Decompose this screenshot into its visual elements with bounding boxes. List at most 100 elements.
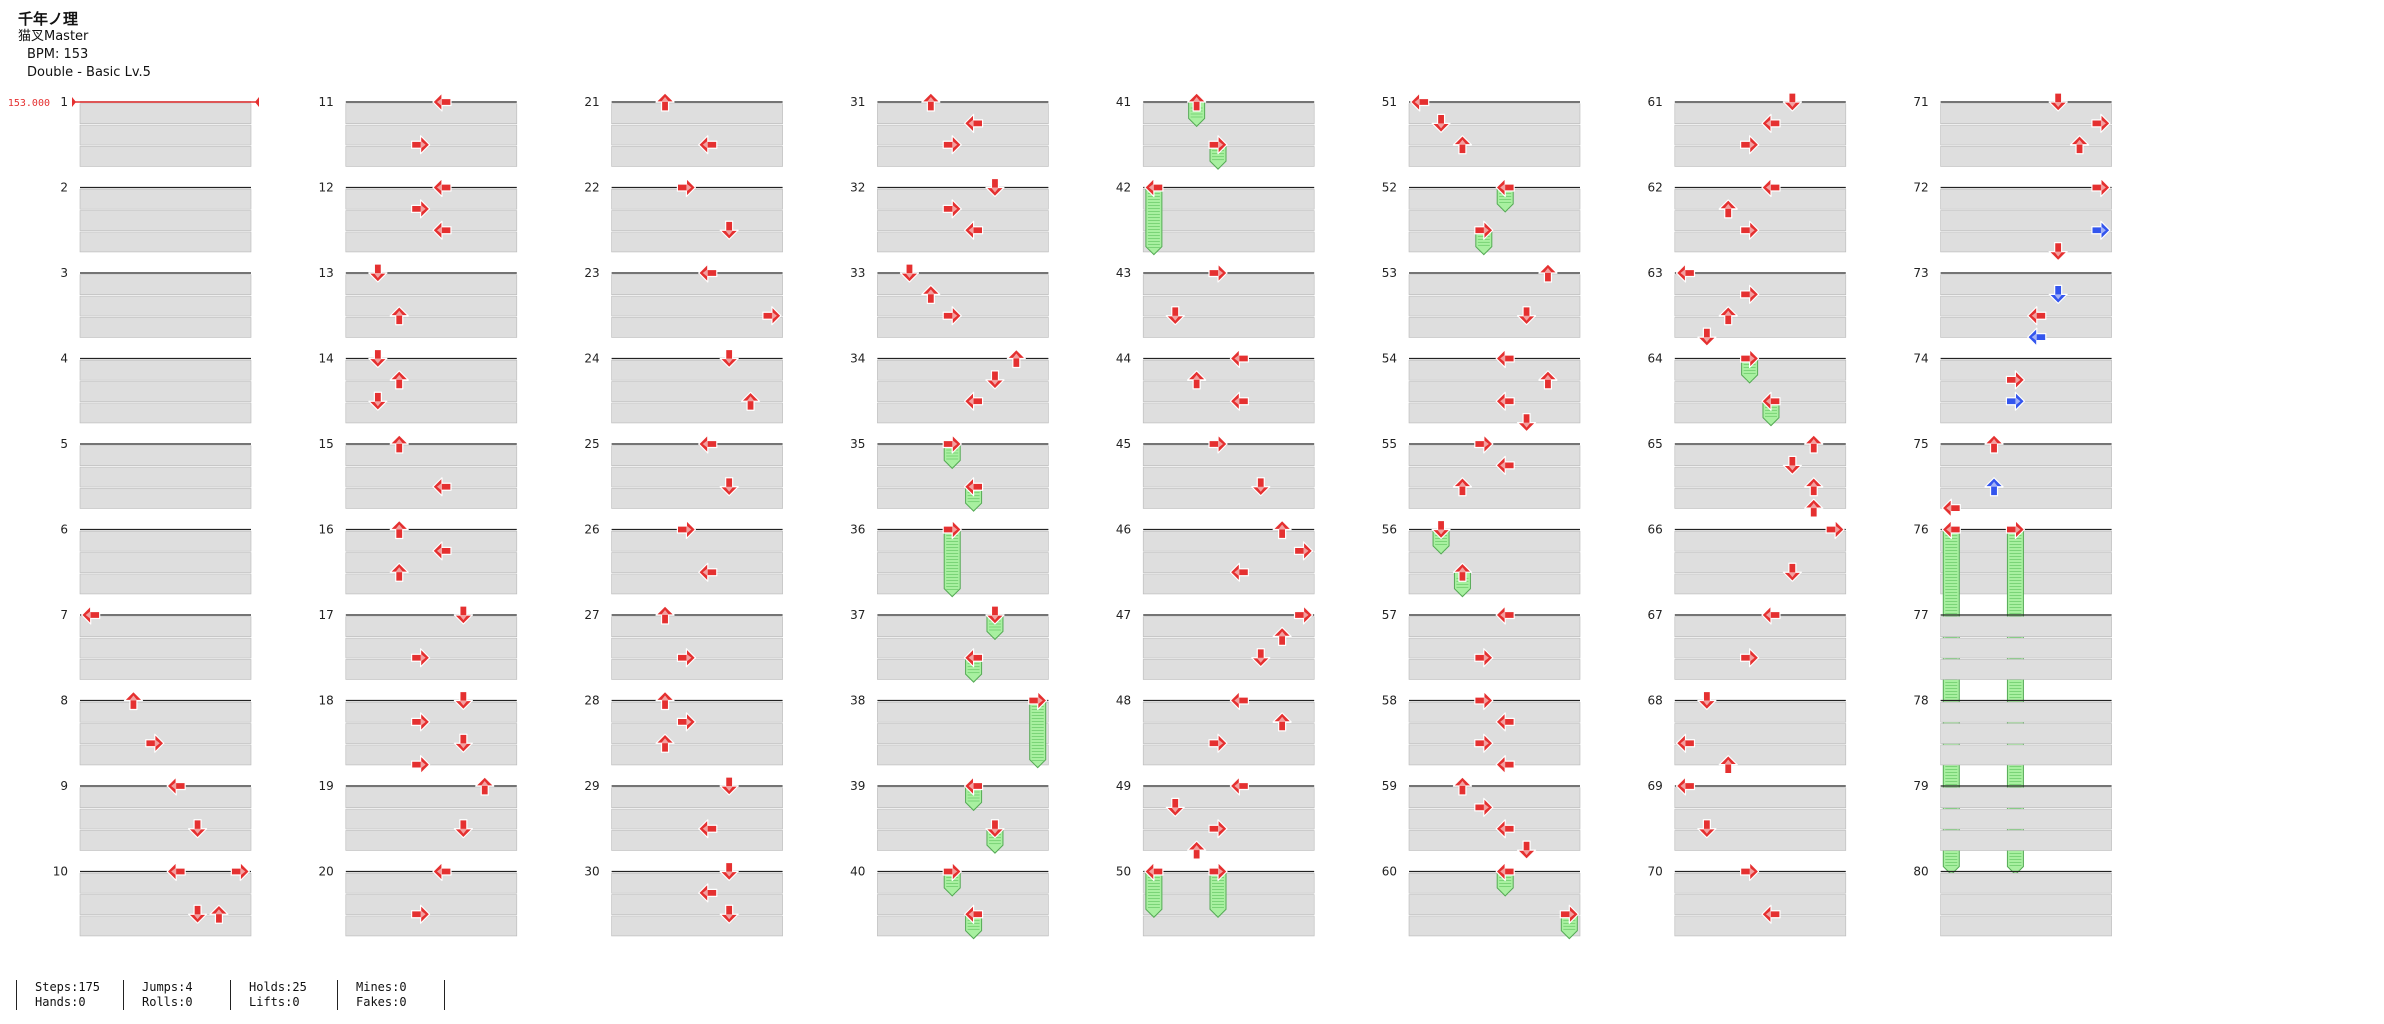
measure-10: 10 <box>53 861 252 937</box>
arrow-down-icon <box>1431 113 1451 133</box>
arrow-down-icon <box>719 776 739 796</box>
arrow-right-icon <box>1208 819 1228 839</box>
measure-number: 1 <box>60 95 68 109</box>
measure-number: 68 <box>1648 694 1663 708</box>
measure-number: 69 <box>1648 779 1663 793</box>
measure-28: 28 <box>584 690 783 766</box>
measure-number: 35 <box>850 437 865 451</box>
arrow-up-icon <box>1272 712 1292 732</box>
stat-value: Mines:0 <box>356 980 407 994</box>
arrow-left-icon <box>432 220 452 240</box>
stat-value: Fakes:0 <box>356 995 407 1009</box>
arrow-down-icon <box>1697 819 1717 839</box>
arrow-up-icon <box>921 284 941 304</box>
arrow-down-icon <box>985 605 1005 625</box>
arrow-up-icon <box>475 776 495 796</box>
measure-number: 60 <box>1382 865 1397 879</box>
measure-number: 54 <box>1382 352 1397 366</box>
measure-number: 41 <box>1116 95 1131 109</box>
arrow-left-icon <box>81 605 101 625</box>
arrow-left-icon <box>2027 306 2047 326</box>
measure-50: 50 <box>1116 840 1315 937</box>
measure-27: 27 <box>584 605 783 680</box>
arrow-up-icon <box>389 306 409 326</box>
arrow-right-icon <box>942 861 962 882</box>
measure-number: 4 <box>60 352 68 366</box>
measure-79: 79 <box>1913 779 2112 851</box>
measure-31: 31 <box>850 92 1049 167</box>
measure-58: 58 <box>1382 690 1581 775</box>
arrow-left-icon <box>1495 348 1515 369</box>
arrow-down-icon <box>1251 477 1271 497</box>
measure-number: 15 <box>319 437 334 451</box>
song-bpm: BPM: 153 <box>27 47 89 62</box>
arrow-right-icon <box>1740 220 1760 240</box>
measure-number: 33 <box>850 266 865 280</box>
measure-number: 56 <box>1382 523 1397 537</box>
arrow-down-icon <box>1697 327 1717 347</box>
arrow-down-icon <box>453 733 473 753</box>
arrow-right-icon <box>1825 519 1845 540</box>
arrow-right-icon <box>1740 348 1760 369</box>
measure-55: 55 <box>1382 434 1581 509</box>
arrow-up-icon <box>921 92 941 112</box>
arrow-right-icon <box>1474 434 1494 454</box>
arrow-left-icon <box>698 562 718 582</box>
measure-61: 61 <box>1648 92 1847 167</box>
arrow-right-icon <box>1208 434 1228 454</box>
measure-number: 20 <box>319 865 334 879</box>
measure-number: 55 <box>1382 437 1397 451</box>
measure-number: 48 <box>1116 694 1131 708</box>
song-title: 千年ノ理 <box>18 10 79 28</box>
arrow-right-icon <box>942 199 962 219</box>
arrow-down-icon <box>719 220 739 240</box>
arrow-up-icon <box>389 519 409 540</box>
measure-number: 30 <box>584 865 599 879</box>
arrow-right-icon <box>2005 391 2026 411</box>
arrow-up-icon <box>1804 477 1824 497</box>
arrow-up-icon <box>1804 498 1824 518</box>
measure-number: 26 <box>584 523 599 537</box>
measure-24: 24 <box>584 348 783 424</box>
measure-8: 8 <box>60 690 252 766</box>
arrow-up-icon <box>1718 306 1738 326</box>
arrow-right-icon <box>942 306 962 326</box>
arrow-left-icon <box>432 177 452 198</box>
arrow-left-icon <box>166 861 186 882</box>
measure-45: 45 <box>1116 434 1315 509</box>
arrow-down-icon <box>985 370 1005 390</box>
measure-74: 74 <box>1913 327 2112 424</box>
measure-number: 31 <box>850 95 865 109</box>
arrow-up-icon <box>1718 199 1738 219</box>
measure-number: 47 <box>1116 608 1131 622</box>
measure-26: 26 <box>584 519 783 595</box>
measure-number: 80 <box>1913 865 1928 879</box>
arrow-left-icon <box>1229 348 1249 369</box>
measure-80: 80 <box>1913 865 2112 937</box>
arrow-down-icon <box>1782 455 1802 475</box>
measure-number: 65 <box>1648 437 1663 451</box>
arrow-left-icon <box>1495 755 1515 775</box>
arrow-left-icon <box>963 220 984 240</box>
arrow-up-icon <box>1452 135 1473 155</box>
measure-number: 67 <box>1648 608 1663 622</box>
measure-30: 30 <box>584 861 783 937</box>
measure-number: 23 <box>584 266 599 280</box>
measure-23: 23 <box>584 263 783 338</box>
arrow-right-icon <box>762 306 782 326</box>
arrow-up-icon <box>1452 562 1473 582</box>
arrow-down-icon <box>2048 242 2068 262</box>
arrow-down-icon <box>1782 92 1802 112</box>
measure-number: 45 <box>1116 437 1131 451</box>
song-info: 千年ノ理 猫叉Master BPM: 153 Double - Basic Lv… <box>18 10 151 82</box>
measure-number: 24 <box>584 352 599 366</box>
arrow-left-icon <box>1144 177 1164 198</box>
measure-75: 75 <box>1913 434 2112 509</box>
arrow-left-icon <box>1675 263 1696 283</box>
measure-46: 46 <box>1116 519 1315 595</box>
measure-number: 27 <box>584 608 599 622</box>
measure-7: 7 <box>60 605 252 680</box>
measure-78: 78 <box>1913 694 2112 766</box>
measure-number: 66 <box>1648 523 1663 537</box>
measure-13: 13 <box>319 263 518 338</box>
